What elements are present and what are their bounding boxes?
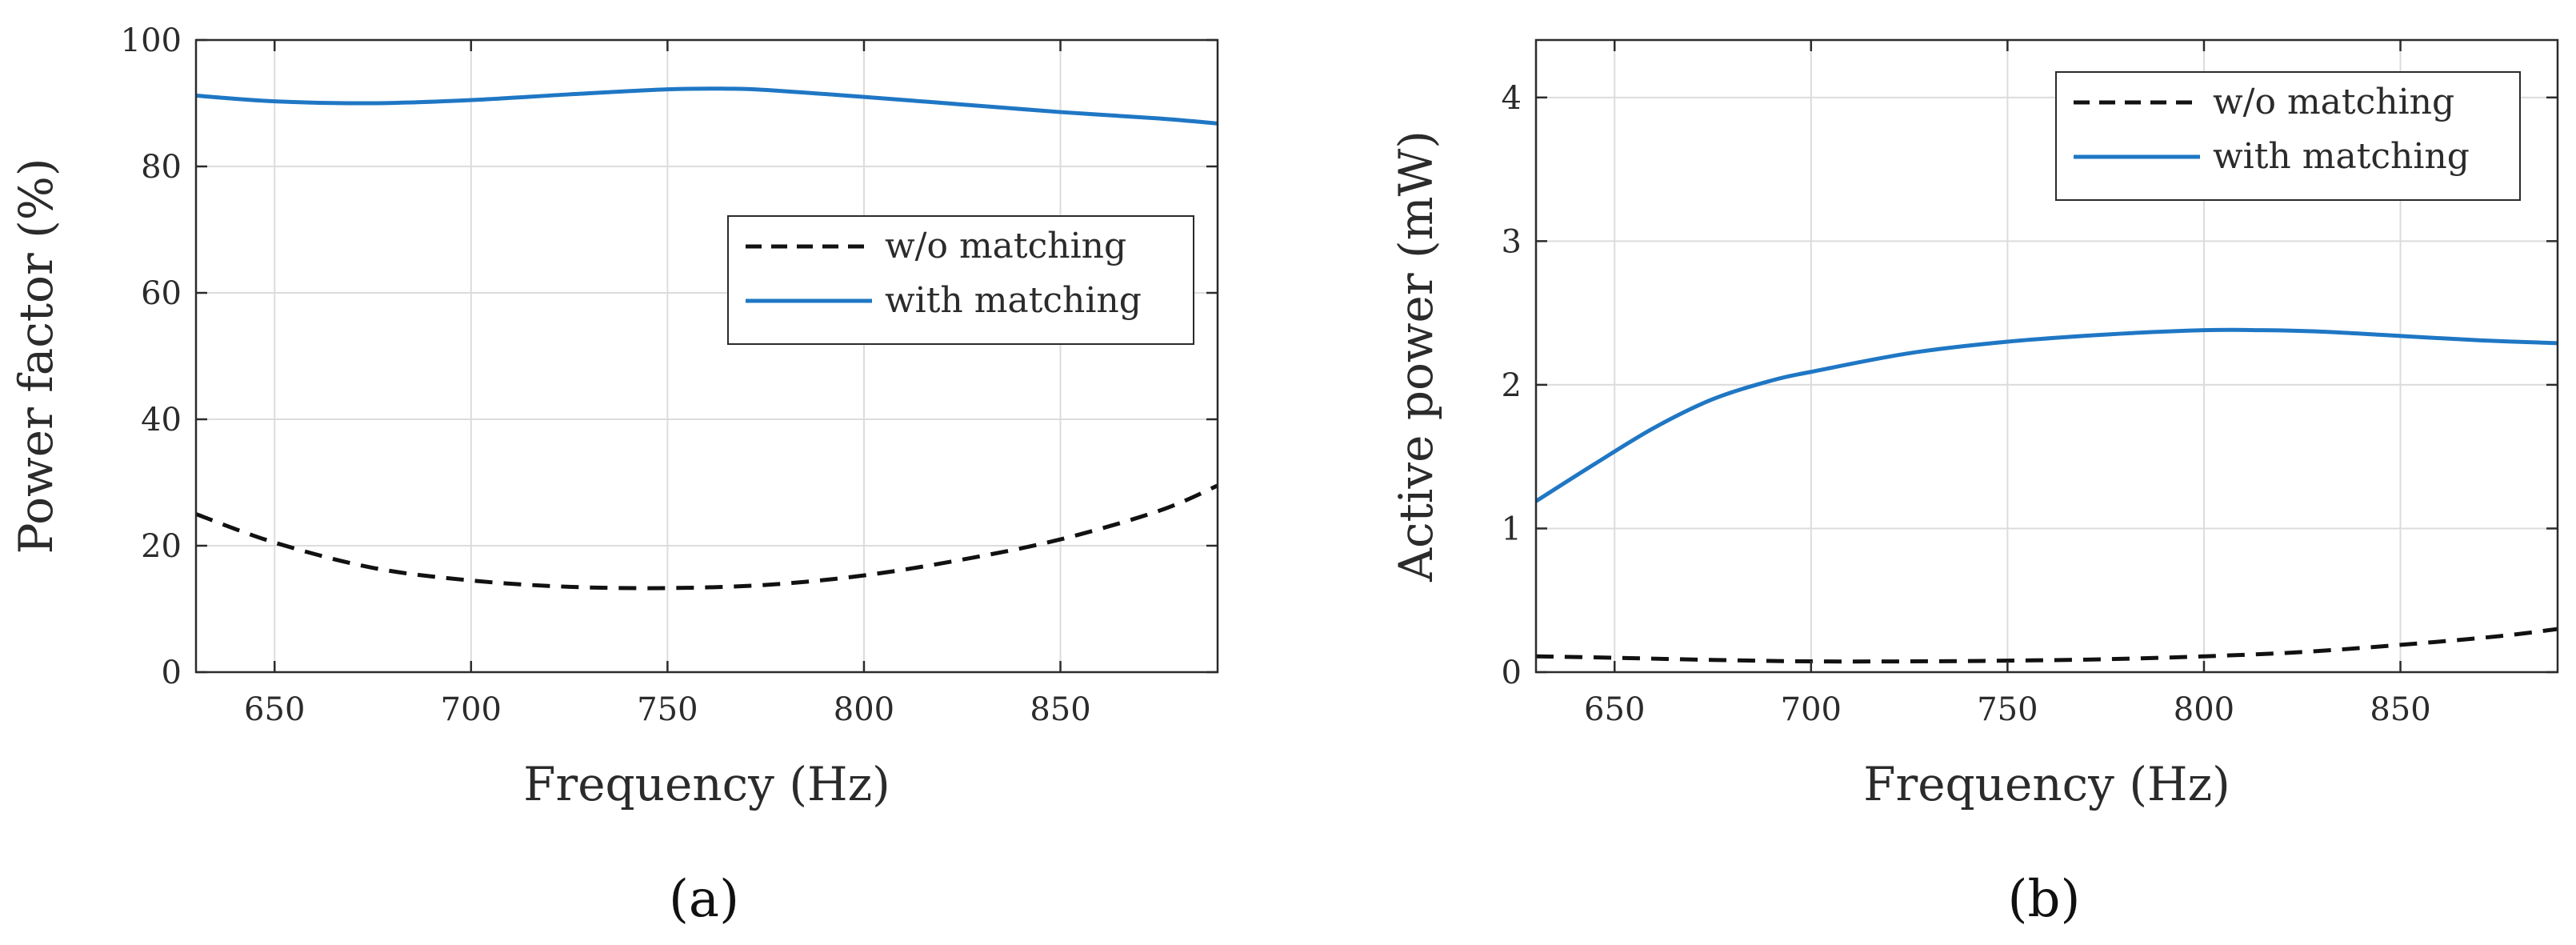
panel-caption: (b) [2008,870,2081,929]
series-line-with-matching [1536,327,2558,503]
y-tick-label: 4 [1502,80,1522,117]
x-tick-label: 800 [834,691,894,728]
legend-label: w/o matching [885,226,1126,266]
y-tick-label: 0 [1502,655,1522,691]
series-line-with-matching [196,86,1218,126]
y-tick-label: 3 [1502,223,1522,260]
y-tick-label: 100 [121,22,182,59]
chart-panel-b: 650 700 750 800 850 0 1 2 3 4 Frequency (Hz) Active… [1389,38,2559,929]
x-tick-label: 850 [2370,691,2430,728]
y-tick-label: 60 [141,275,182,312]
series-line-w-o-matching [196,483,1218,591]
x-axis-title: Frequency (Hz) [523,757,890,811]
x-tick-label: 750 [637,691,698,728]
legend-label: w/o matching [2213,82,2454,122]
y-tick-label: 20 [141,528,182,565]
y-tick-label: 80 [141,149,182,186]
y-tick-label: 2 [1502,367,1522,404]
legend: w/o matching with matching [727,215,1194,345]
chart-panel-a: 650 700 750 800 850 0 20 40 60 80 100 Frequency (Hz… [9,22,1219,929]
legend-label: with matching [885,280,1142,321]
series-lines [196,86,1218,591]
series-line-w-o-matching [1536,627,2558,664]
x-axis-title: Frequency (Hz) [1863,757,2230,811]
y-axis-title: Power factor (%) [9,158,63,554]
series-lines [1536,327,2558,664]
x-tick-label: 700 [441,691,502,728]
axes-box [194,38,1219,674]
legend-label: with matching [2213,136,2470,177]
y-tick-label: 1 [1502,511,1522,547]
y-axis-title: Active power (mW) [1389,130,1443,583]
axes-box [1534,38,2559,674]
x-tick-label: 650 [1584,691,1645,728]
x-tick-label: 800 [2174,691,2234,728]
x-tick-label: 650 [244,691,305,728]
x-tick-label: 850 [1030,691,1090,728]
y-tick-label: 0 [162,655,182,691]
x-tick-label: 750 [1977,691,2038,728]
legend-box [2055,71,2521,201]
legend: w/o matching with matching [2055,71,2521,201]
plot-area [196,40,1218,672]
y-tick-label: 40 [141,402,182,438]
panel-caption: (a) [669,870,739,929]
x-tick-label: 700 [1781,691,1842,728]
legend-box [727,215,1194,345]
